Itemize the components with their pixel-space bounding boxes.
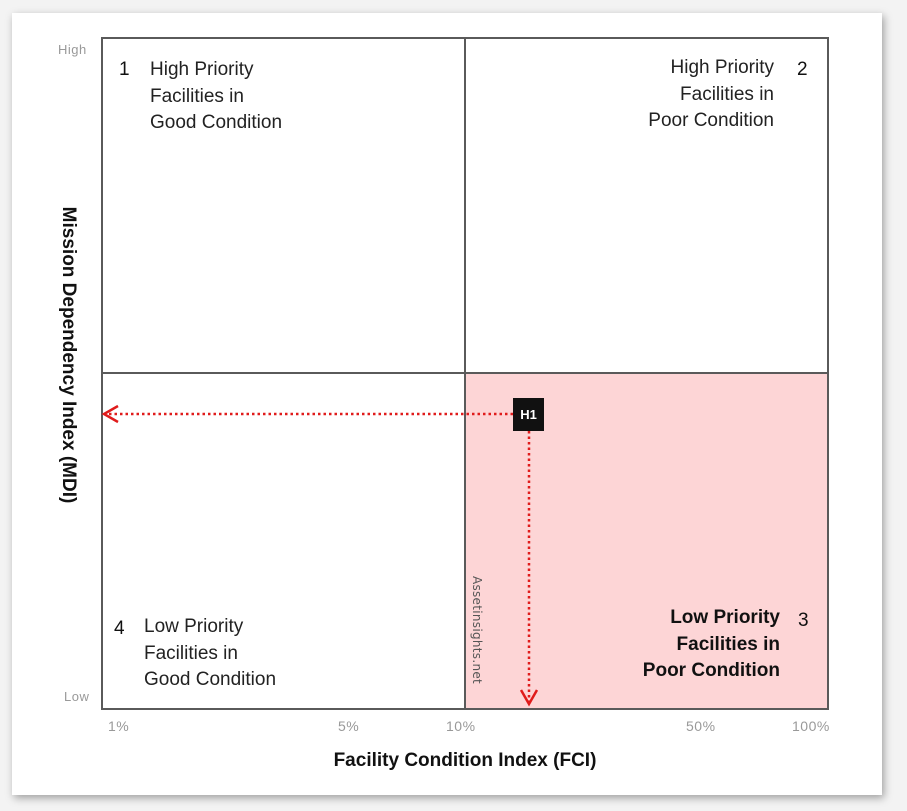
quadrant-1-number: 1 bbox=[119, 59, 130, 80]
fci-arrowhead bbox=[519, 689, 539, 707]
x-axis-title: Facility Condition Index (FCI) bbox=[333, 750, 597, 771]
y-axis-low-label: Low bbox=[64, 689, 90, 704]
quadrant-2-number: 2 bbox=[797, 59, 808, 80]
quadrant-3-number: 3 bbox=[798, 610, 809, 631]
priority-matrix bbox=[101, 37, 829, 710]
quadrant-2-label: High Priority Facilities in Poor Conditi… bbox=[648, 57, 774, 131]
x-tick-5: 5% bbox=[338, 718, 360, 734]
y-axis-high-label: High bbox=[58, 42, 87, 57]
quadrant-4 bbox=[101, 372, 466, 710]
quadrant-1 bbox=[101, 37, 466, 374]
x-tick-1: 1% bbox=[108, 718, 130, 734]
quadrant-4-label: Low Priority Facilities in Good Conditio… bbox=[144, 616, 277, 690]
mdi-arrowhead bbox=[101, 404, 119, 424]
quadrant-4-number: 4 bbox=[114, 618, 125, 639]
facility-marker-h1: H1 bbox=[513, 398, 544, 431]
quadrant-3-label: Low Priority Facilities in Poor Conditio… bbox=[642, 607, 780, 681]
x-tick-50: 50% bbox=[686, 718, 716, 734]
quadrant-1-label: High Priority Facilities in Good Conditi… bbox=[150, 59, 283, 133]
x-tick-10: 10% bbox=[446, 718, 476, 734]
x-tick-100: 100% bbox=[792, 718, 830, 734]
